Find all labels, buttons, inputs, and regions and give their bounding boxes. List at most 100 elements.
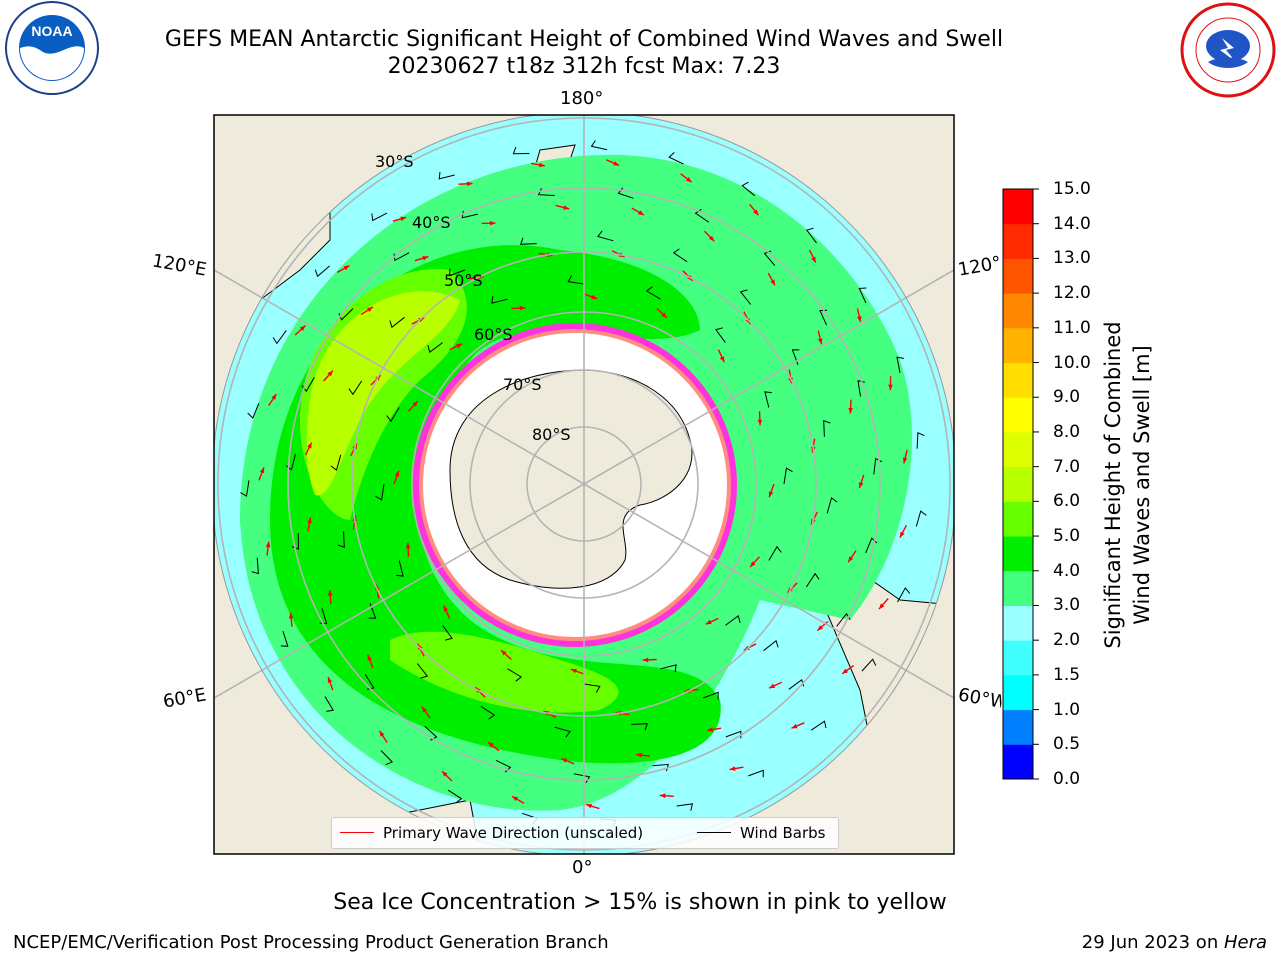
colorbar-bin [1003,293,1033,329]
wind-barb [631,723,649,731]
wind-barb [764,391,772,408]
colorbar-bin [1003,536,1033,572]
wave-direction-arrowhead [366,307,373,312]
wave-direction-arrowhead [705,619,712,625]
wave-direction-arrowhead [265,541,271,548]
colorbar-tick-label: 10.0 [1053,352,1091,373]
colorbar-tick-label: 11.0 [1053,317,1091,338]
sea-ice-note: Sea Ice Concentration > 15% is shown in … [333,890,947,915]
wind-barb [348,380,363,396]
footer-date: 29 Jun 2023 on Hera [1082,932,1267,953]
footer-credit: NCEP/EMC/Verification Post Processing Pr… [13,932,609,953]
wave-band-6m [306,291,460,496]
wind-barb [915,510,927,527]
wave-direction-arrowhead [539,162,545,168]
colorbar-tick-label: 7.0 [1053,456,1081,477]
colorbar [1003,188,1039,780]
colorbar-bin [1003,501,1033,537]
wind-barb [805,227,817,244]
wind-barb [672,248,688,263]
colorbar-bin [1003,466,1033,502]
wave-direction-arrowhead [405,542,411,549]
wind-barb [725,615,741,626]
wind-barb [668,152,684,165]
colorbar-bin [1003,223,1033,259]
wind-barb [380,750,394,766]
wind-barb [330,454,342,471]
wave-direction-arrowhead [707,727,713,732]
wave-direction-arrowhead [638,210,644,216]
footer-date-text: 29 Jun 2023 on [1081,932,1224,953]
wave-direction-arrowhead [685,177,692,183]
colorbar-bin [1003,431,1033,468]
wave-direction-arrowhead [902,457,908,464]
wind-barb [491,296,508,304]
wave-direction-arrowhead [743,645,750,651]
wind-barb [567,275,585,285]
wave-direction-arrowhead [367,654,372,661]
wave-direction-arrowhead [729,766,736,771]
wave-direction-arrowhead [489,220,496,226]
wave-direction-arrowhead [848,556,854,563]
wave-direction-arrowhead [379,730,385,737]
wind-barb [676,803,694,811]
wind-barb [247,403,260,419]
colorbar-bin [1003,640,1033,676]
wave-direction-arrowhead [842,668,849,674]
wind-barb [763,639,779,652]
wave-direction-arrowhead [307,442,312,449]
wave-direction-arrowhead [442,771,448,777]
wave-direction-arrowhead [659,793,666,799]
wind-barb [389,316,405,329]
wind-barb [375,483,385,501]
wave-direction-arrowhead [708,235,715,242]
wave-direction-arrowhead [770,279,775,286]
wind-barb [768,545,782,561]
wind-barb [438,171,455,180]
colorbar-bin [1003,258,1033,294]
footer-host: Hera [1223,932,1267,953]
colorbar-bin [1003,327,1033,364]
colorbar-label: Significant Height of Combined Wind Wave… [1099,321,1157,648]
wind-barb [314,265,331,278]
wind-barb [324,696,335,712]
wave-direction-arrowhead [719,356,725,363]
legend-wind-barbs: Wind Barbs [740,824,826,842]
wave-direction-arrowhead [791,723,798,729]
colorbar-bin [1003,189,1033,225]
wave-direction-arrowhead [394,470,400,477]
wind-barb [480,705,496,720]
colorbar-bin [1003,744,1033,780]
wind-barb [810,720,827,731]
wave-direction-arrowhead [636,752,642,758]
wind-barb [826,497,838,514]
wave-direction-arrowhead [443,605,449,612]
wind-barb [861,658,877,672]
colorbar-frame [1002,188,1034,780]
wave-direction-arrowhead [586,803,592,809]
wave-direction-arrowhead [757,419,763,426]
wind-barb [519,237,537,245]
wave-direction-arrowhead [817,625,823,631]
wave-direction-arrowhead [769,683,776,689]
noaa-logo-icon: NOAA [0,0,102,100]
wind-barb [660,664,677,672]
graticule [214,115,954,854]
wind-barb [645,286,661,300]
lon-label-180: 180° [560,88,604,109]
colorbar-bin [1003,362,1033,398]
colorbar-tick-label: 8.0 [1053,421,1081,442]
wave-direction-arrowhead [259,467,265,474]
wave-direction-arrowhead [859,482,864,488]
colorbar-tick-label: 13.0 [1053,248,1091,269]
wind-barb [748,769,764,778]
wave-direction-arrowhead [613,161,620,166]
wave-direction-arrowhead [307,517,312,524]
wave-direction-arrowhead [299,325,306,331]
colorbar-bin [1003,709,1033,745]
wave-band-5m-south [390,631,619,713]
wave-direction-arrowhead [512,796,518,802]
wind-barb [386,407,400,423]
colorbar-bin [1003,570,1033,606]
wind-barb [442,625,453,641]
